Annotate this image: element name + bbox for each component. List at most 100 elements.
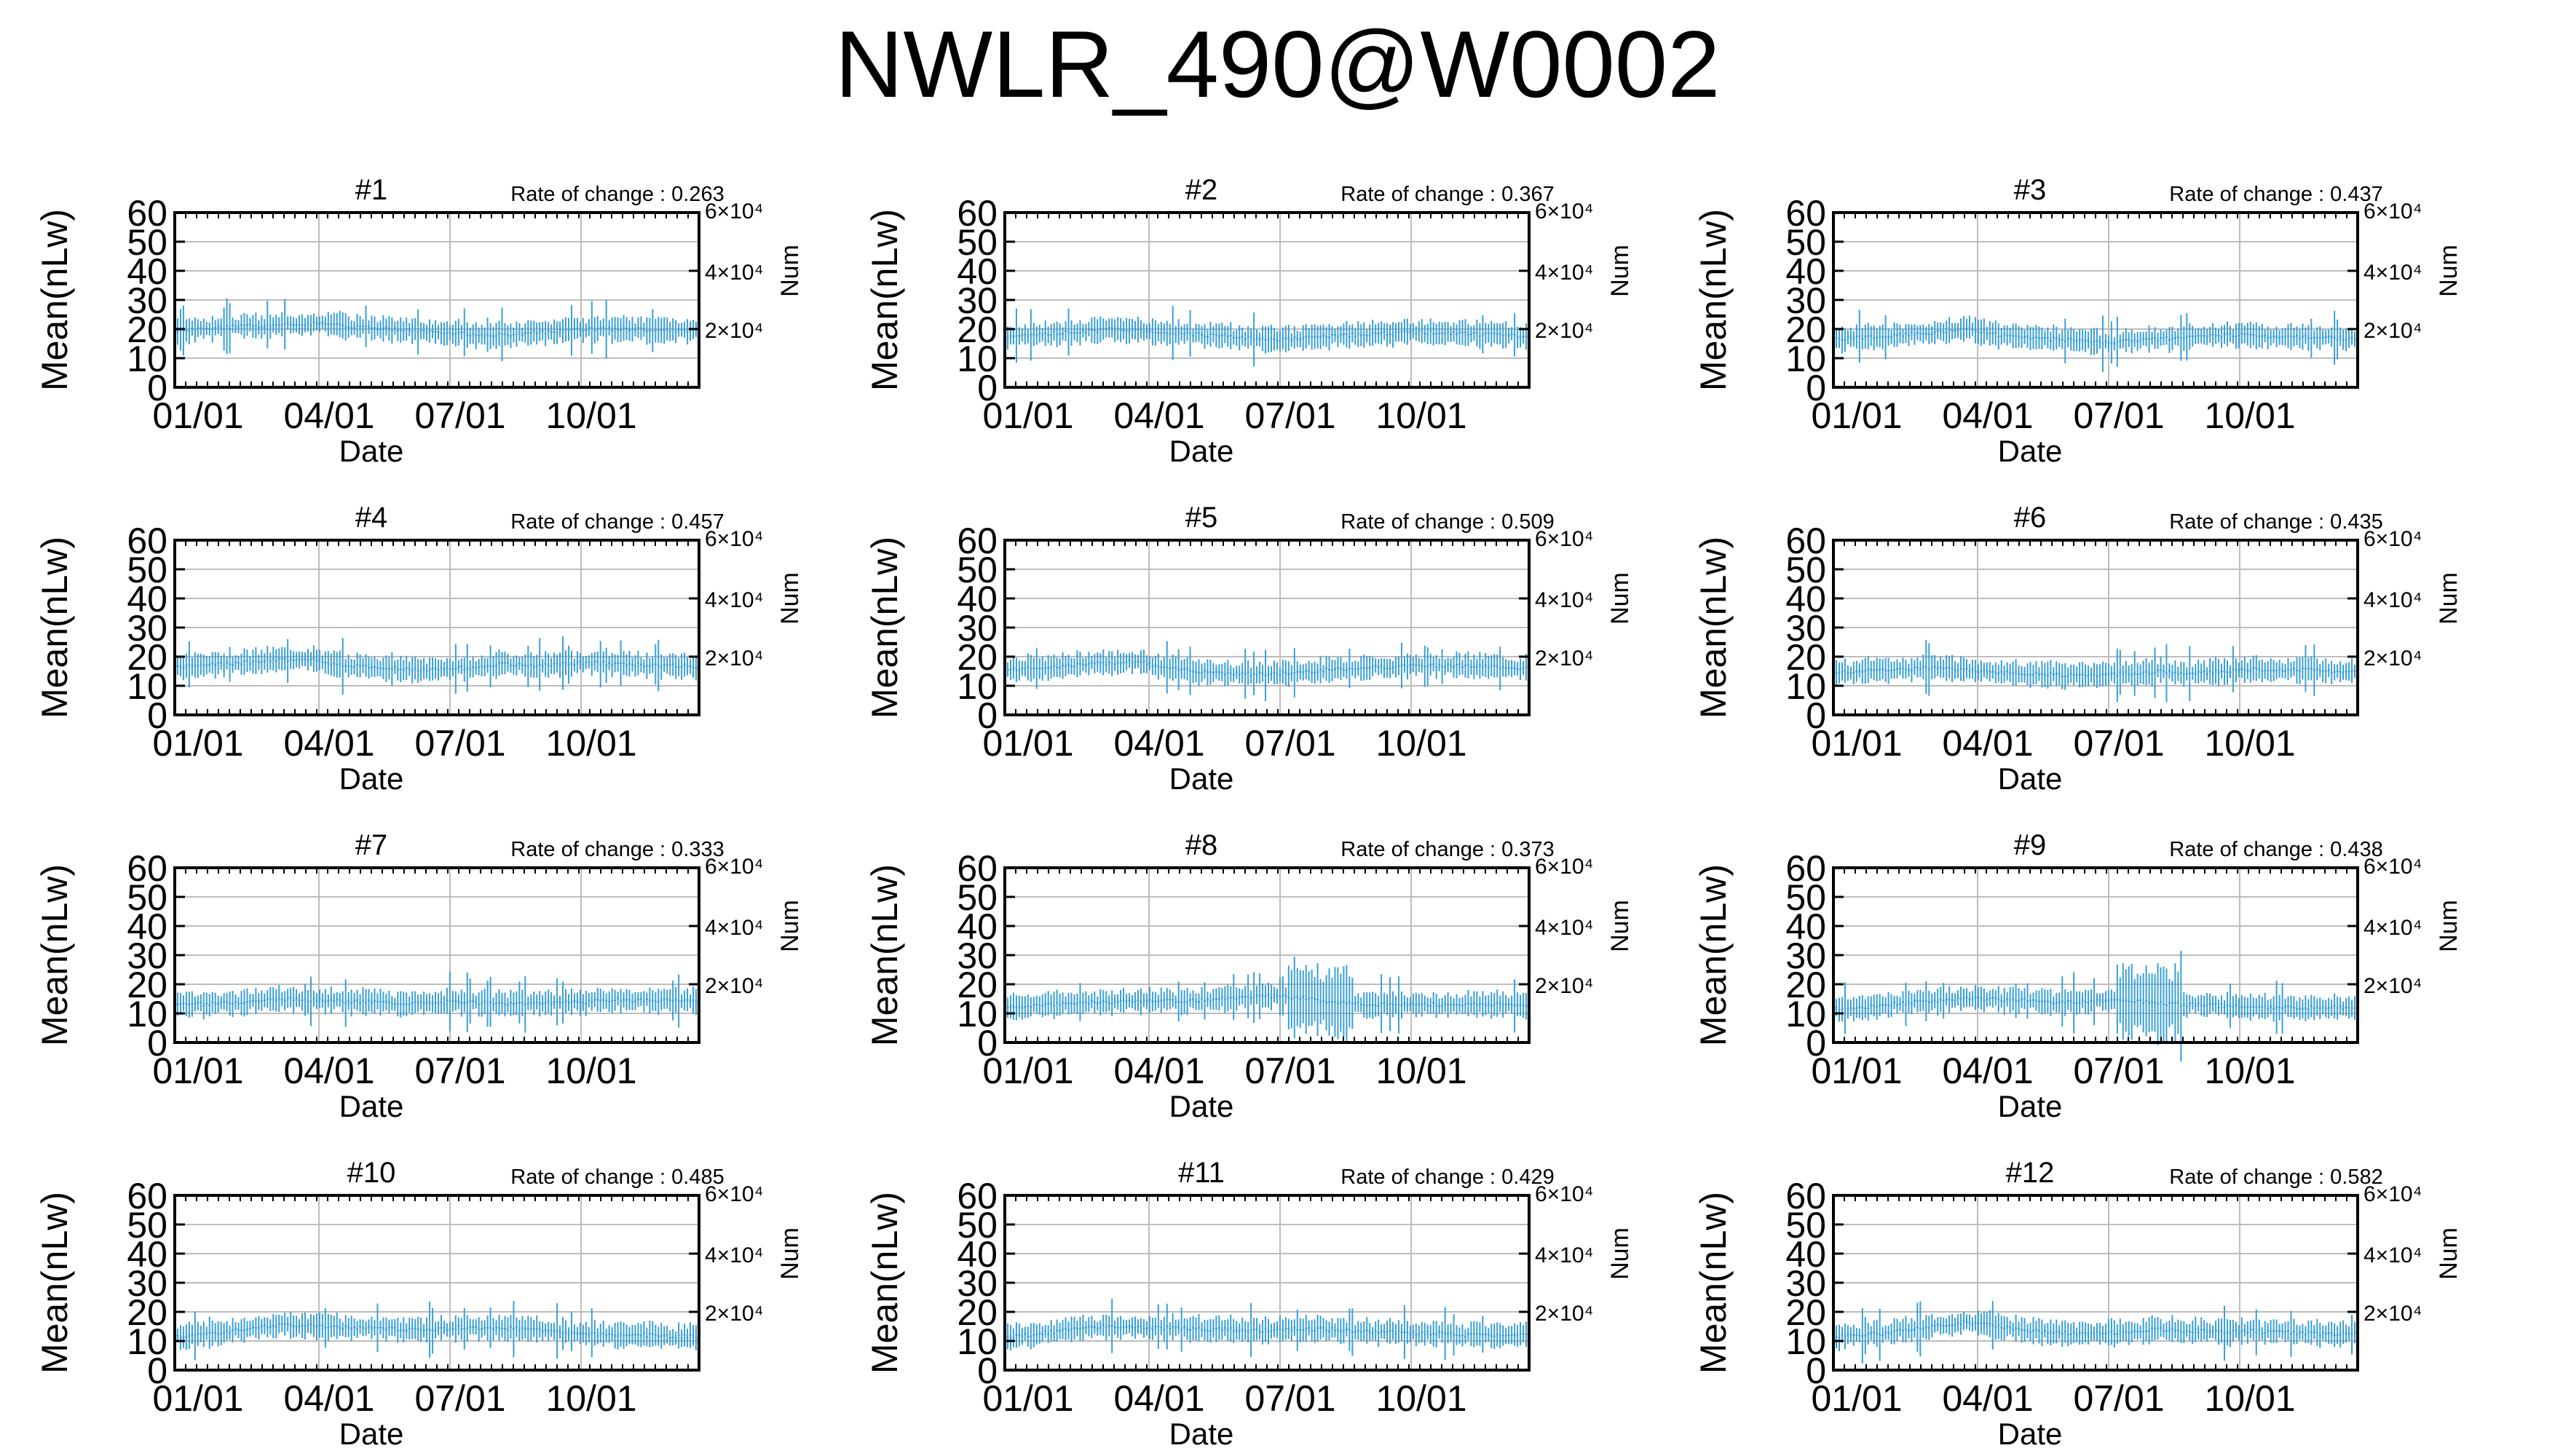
y-tick-label: 20 [957, 965, 998, 1005]
y2-axis-label: Num [2435, 900, 2463, 952]
data-series [176, 971, 698, 1033]
rate-of-change-annotation: Rate of change : 0.333 [510, 838, 724, 861]
x-axis-label: Date [1998, 761, 2063, 796]
y-tick-label: 30 [957, 935, 998, 976]
x-tick-label: 01/01 [982, 395, 1073, 436]
y2-tick-label: 6×10⁴ [2364, 199, 2422, 223]
x-axis-label: Date [339, 434, 404, 468]
y-tick-label: 10 [957, 666, 998, 707]
x-axis-label: Date [339, 761, 404, 796]
y-tick-label: 50 [127, 877, 167, 918]
y2-tick-label: 4×10⁴ [2364, 916, 2422, 940]
data-series [1835, 951, 2356, 1062]
y-tick-label: 0 [147, 1023, 167, 1064]
y-axis-label: Mean(nLw) [864, 537, 905, 719]
y-tick-label: 30 [957, 280, 998, 321]
y-tick-label: 60 [957, 193, 998, 234]
y2-tick-label: 4×10⁴ [2364, 261, 2422, 285]
x-tick-label: 10/01 [1375, 1051, 1466, 1091]
x-tick-label: 10/01 [545, 395, 636, 436]
y2-tick-label: 4×10⁴ [1535, 916, 1593, 940]
y-tick-label: 20 [1785, 965, 1826, 1005]
y-tick-label: 60 [127, 193, 167, 234]
x-tick-label: 10/01 [1375, 723, 1466, 764]
y-axis-label: Mean(nLw) [1693, 209, 1734, 391]
x-tick-label: 07/01 [1244, 723, 1335, 764]
x-axis-label: Date [1169, 761, 1234, 796]
x-tick-label: 07/01 [414, 723, 505, 764]
rate-of-change-annotation: Rate of change : 0.438 [2169, 838, 2382, 861]
y-tick-label: 0 [977, 695, 998, 736]
x-tick-label: 07/01 [1244, 395, 1335, 436]
y-tick-label: 40 [1785, 906, 1826, 947]
x-tick-label: 01/01 [982, 1051, 1073, 1091]
data-series [176, 636, 698, 695]
y-tick-label: 30 [1785, 935, 1826, 976]
y-axis-label: Mean(nLw) [864, 209, 905, 391]
x-tick-label: 01/01 [152, 395, 243, 436]
y-tick-label: 0 [147, 695, 167, 736]
y-tick-label: 10 [127, 339, 167, 379]
x-tick-label: 07/01 [414, 1051, 505, 1091]
y-tick-label: 60 [127, 848, 167, 889]
x-axis-label: Date [339, 1417, 404, 1451]
y-tick-label: 0 [1806, 695, 1826, 736]
rate-of-change-annotation: Rate of change : 0.263 [510, 183, 724, 206]
y2-tick-label: 2×10⁴ [1535, 646, 1593, 670]
y-tick-label: 30 [127, 1263, 167, 1304]
panel-title: #6 [2014, 502, 2047, 534]
x-tick-label: 10/01 [545, 1051, 636, 1091]
y-tick-label: 40 [127, 906, 167, 947]
y-tick-label: 10 [127, 666, 167, 707]
y-tick-label: 40 [127, 251, 167, 292]
x-tick-label: 10/01 [2204, 395, 2295, 436]
y2-tick-label: 2×10⁴ [705, 974, 763, 998]
y-tick-label: 10 [1785, 994, 1826, 1034]
y2-tick-label: 4×10⁴ [705, 261, 763, 285]
y-tick-label: 60 [1785, 521, 1826, 561]
y-tick-label: 0 [977, 1023, 998, 1064]
x-axis-label: Date [1169, 1089, 1234, 1123]
panel-title: #8 [1185, 829, 1218, 861]
x-tick-label: 10/01 [2204, 1051, 2295, 1091]
y-tick-label: 20 [957, 309, 998, 350]
rate-of-change-annotation: Rate of change : 0.509 [1340, 510, 1554, 534]
y-tick-label: 50 [127, 222, 167, 263]
data-series [1006, 641, 1528, 701]
y-tick-label: 20 [957, 637, 998, 678]
data-series [1006, 957, 1528, 1042]
x-tick-label: 04/01 [1942, 395, 2033, 436]
y-tick-label: 40 [127, 1234, 167, 1275]
rate-of-change-annotation: Rate of change : 0.485 [510, 1166, 724, 1189]
y2-tick-label: 2×10⁴ [705, 1302, 763, 1326]
y2-tick-label: 6×10⁴ [1535, 527, 1593, 551]
y2-axis-label: Num [776, 900, 804, 952]
y2-tick-label: 2×10⁴ [2364, 646, 2422, 670]
y-tick-label: 0 [977, 368, 998, 408]
x-axis-label: Date [339, 1089, 404, 1123]
x-tick-label: 04/01 [1113, 723, 1204, 764]
x-axis-label: Date [1169, 434, 1234, 468]
y2-axis-label: Num [776, 572, 804, 625]
x-tick-label: 04/01 [1113, 1051, 1204, 1091]
data-series [176, 298, 698, 361]
y-tick-label: 30 [127, 280, 167, 321]
y-tick-label: 20 [127, 965, 167, 1005]
rate-of-change-annotation: Rate of change : 0.373 [1340, 838, 1554, 861]
y-tick-label: 40 [957, 906, 998, 947]
panel-title: #7 [355, 829, 388, 861]
x-tick-label: 10/01 [2204, 723, 2295, 764]
panel-title: #1 [355, 174, 388, 206]
x-tick-label: 10/01 [1375, 395, 1466, 436]
panel-title: #5 [1185, 502, 1218, 534]
x-tick-label: 07/01 [1244, 1051, 1335, 1091]
x-tick-label: 01/01 [152, 1051, 243, 1091]
x-tick-label: 04/01 [283, 1051, 374, 1091]
